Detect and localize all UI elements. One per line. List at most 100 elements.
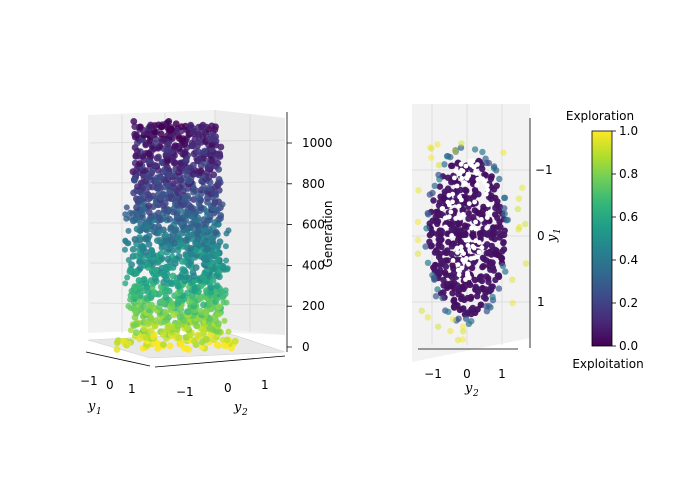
- right-highlight-point: [484, 183, 490, 188]
- left-scatter-point: [147, 327, 155, 335]
- left-scatter-point: [206, 184, 213, 192]
- right-scatter-point: [432, 261, 439, 269]
- left-scatter-point: [135, 277, 143, 284]
- right-highlight-point: [450, 258, 456, 263]
- right-scatter-point: [443, 280, 450, 287]
- left-z-tick-label: 400: [302, 258, 325, 272]
- left-scatter-point: [217, 143, 225, 151]
- left-scatter-point: [177, 273, 184, 281]
- left-scatter-point: [127, 296, 134, 303]
- right-outlier-point: [435, 162, 443, 169]
- right-highlight-point: [487, 209, 493, 215]
- right-scatter-point: [438, 227, 445, 235]
- left-scatter-point: [187, 121, 195, 129]
- right-highlight-point: [464, 256, 469, 261]
- left-scatter-point: [216, 238, 224, 246]
- right-scatter-point: [482, 172, 489, 179]
- right-scatter-point: [432, 217, 440, 224]
- left-scatter-point: [155, 209, 162, 217]
- right-scatter-point: [440, 289, 447, 296]
- left-scatter-point: [171, 142, 179, 150]
- right-highlight-point: [442, 215, 448, 221]
- right-highlight-point: [446, 214, 452, 220]
- right-scatter-point: [448, 243, 456, 250]
- right-outlier-point: [428, 154, 435, 161]
- left-scatter-point: [188, 220, 195, 228]
- right-scatter-point: [475, 286, 482, 293]
- left-scatter-point: [219, 201, 226, 208]
- left-scatter-point: [167, 224, 175, 232]
- left-scatter-point: [155, 223, 163, 231]
- left-scatter-point: [170, 311, 178, 319]
- left-scatter-point: [127, 327, 134, 334]
- left-scatter-point: [225, 328, 232, 335]
- right-highlight-point: [460, 211, 466, 217]
- left-scatter-point: [183, 324, 191, 332]
- left-scatter-point: [131, 130, 139, 138]
- left-scatter-point: [130, 189, 138, 197]
- right-scatter-point: [450, 269, 458, 276]
- right-scatter-point: [426, 231, 434, 239]
- right-scatter-point: [471, 207, 478, 214]
- right-highlight-point: [479, 217, 484, 222]
- left-scatter-point: [155, 153, 162, 161]
- left-scatter-point: [145, 240, 153, 248]
- left-scatter-point: [223, 257, 230, 264]
- right-outlier-point: [459, 323, 467, 330]
- colorbar-ticks: 0.0 0.2 0.4 0.6 0.8 1.0: [612, 124, 638, 353]
- colorbar-title: Exploration: [566, 109, 634, 123]
- right-scatter-point: [490, 163, 498, 170]
- right-scatter-point: [462, 230, 469, 238]
- left-scatter-point: [194, 331, 202, 339]
- left-z-tick-label: 200: [302, 299, 325, 313]
- left-scatter-point: [184, 308, 191, 315]
- left-scatter-point: [131, 176, 138, 184]
- left-scatter-point: [152, 267, 160, 274]
- left-scatter-point: [211, 199, 219, 207]
- right-scatter-point: [433, 268, 441, 276]
- left-y2-tick: 1: [261, 378, 269, 392]
- right-highlight-points: [439, 158, 493, 282]
- left-scatter-point: [154, 191, 162, 199]
- right-y2-tick: 0: [463, 367, 471, 381]
- right-scatter-point: [461, 222, 468, 229]
- right-scatter-point: [493, 202, 501, 209]
- left-y1-tick: 0: [106, 378, 114, 392]
- left-scatter-point: [150, 289, 158, 296]
- left-scatter-point: [130, 322, 138, 329]
- left-scatter-point: [220, 293, 227, 300]
- left-scatter-point: [142, 279, 150, 287]
- left-scatter-point: [157, 250, 165, 258]
- right-highlight-point: [450, 199, 455, 205]
- left-scatter-point: [179, 257, 186, 265]
- right-scatter-point: [456, 306, 463, 314]
- colorbar-tick-label: 0.4: [619, 253, 638, 267]
- right-outlier-point: [424, 314, 432, 321]
- left-scatter-point: [187, 250, 195, 258]
- left-xlabel-base: y: [87, 399, 96, 414]
- right-highlight-point: [458, 161, 464, 167]
- right-highlight-point: [446, 192, 452, 198]
- right-outlier-point: [434, 323, 442, 330]
- left-scatter-point: [223, 343, 230, 350]
- left-scatter-point: [125, 227, 132, 234]
- right-scatter-point: [441, 188, 448, 195]
- right-highlight-point: [457, 194, 462, 200]
- left-z-tick-label: 0: [302, 340, 310, 354]
- left-scatter-point: [182, 345, 190, 352]
- colorbar-tick-label: 0.6: [619, 210, 638, 224]
- right-highlight-point: [473, 226, 479, 232]
- left-scatter-point: [140, 302, 147, 310]
- right-outlier-point: [415, 187, 422, 194]
- right-scatter-point: [458, 295, 465, 303]
- left-scatter-point: [177, 241, 185, 249]
- left-z-ticks: 0 200 400 600 800 1000: [287, 136, 333, 354]
- right-scatter-point: [431, 249, 439, 256]
- right-scatter-point: [423, 225, 430, 232]
- left-scatter-point: [177, 207, 185, 215]
- right-highlight-point: [465, 272, 471, 278]
- left-scatter-point: [122, 246, 128, 253]
- right-highlight-point: [466, 261, 471, 267]
- left-scatter-point: [214, 250, 221, 258]
- left-scatter-point: [222, 287, 229, 294]
